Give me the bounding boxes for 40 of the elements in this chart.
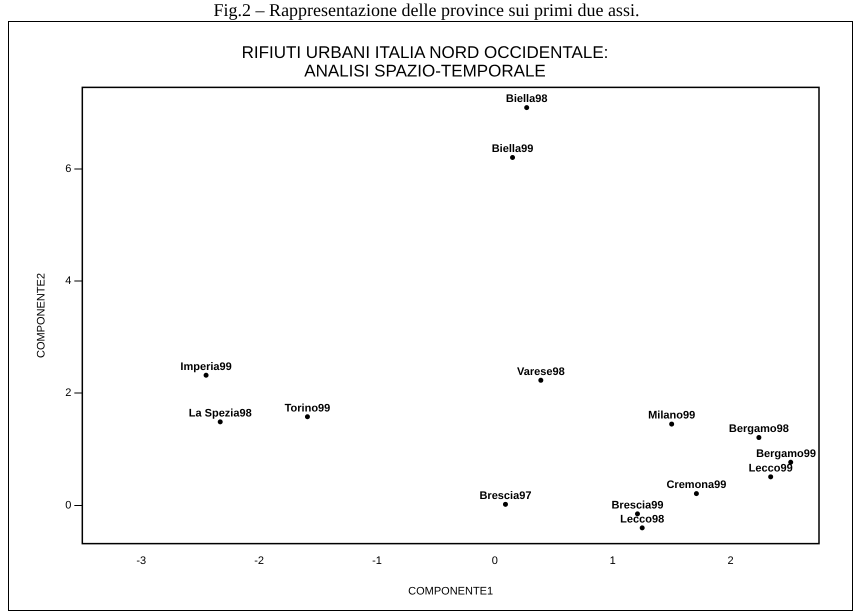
data-label: Bergamo99: [756, 448, 816, 460]
point: [524, 105, 530, 110]
data-label: Lecco98: [620, 513, 664, 526]
y-tick-label: 2: [65, 387, 72, 400]
x-tick-label: -2: [254, 555, 264, 568]
point: [204, 372, 209, 378]
point: [694, 491, 699, 496]
x-axis-title: COMPONENTE1: [408, 585, 494, 598]
point: [640, 525, 645, 530]
x-tick-label: -1: [372, 555, 382, 568]
chart-title: RIFIUTI URBANI ITALIA NORD OCCIDENTALE: ANALISI SPAZIO-TEMPORALE: [242, 43, 608, 81]
data-label: Biella98: [506, 93, 548, 106]
point: [304, 414, 310, 420]
x-tick-label: 0: [492, 555, 498, 568]
point: [218, 419, 223, 424]
data-label: Cremona99: [666, 479, 726, 492]
point: [538, 378, 544, 383]
y-tick-label: 0: [65, 499, 72, 512]
point: [768, 474, 774, 480]
data-label: Milano99: [648, 410, 696, 422]
data-label: Biella99: [492, 143, 534, 156]
data-label: Varese98: [516, 366, 565, 378]
data-label: Brescia99: [611, 499, 664, 512]
y-tick-label: 6: [65, 162, 72, 175]
data-label: Lecco99: [748, 462, 793, 474]
data-label: La Spezia98: [188, 407, 252, 420]
caption: Fig.2 – Rappresentazione delle province sui primi due assi.: [212, 0, 640, 20]
point: [669, 422, 674, 427]
x-tick-label: 1: [610, 555, 616, 568]
point: [756, 435, 762, 440]
x-tick-label: 2: [728, 555, 734, 568]
data-label: Imperia99: [180, 360, 232, 373]
point: [502, 502, 508, 507]
point: [510, 155, 516, 160]
data-label: Torino99: [284, 402, 330, 414]
data-label: Brescia97: [479, 490, 532, 502]
y-axis-title: COMPONENTE2: [36, 273, 48, 358]
x-tick-label: -3: [136, 555, 146, 568]
data-label: Bergamo98: [728, 423, 789, 436]
y-tick-label: 4: [65, 275, 72, 288]
